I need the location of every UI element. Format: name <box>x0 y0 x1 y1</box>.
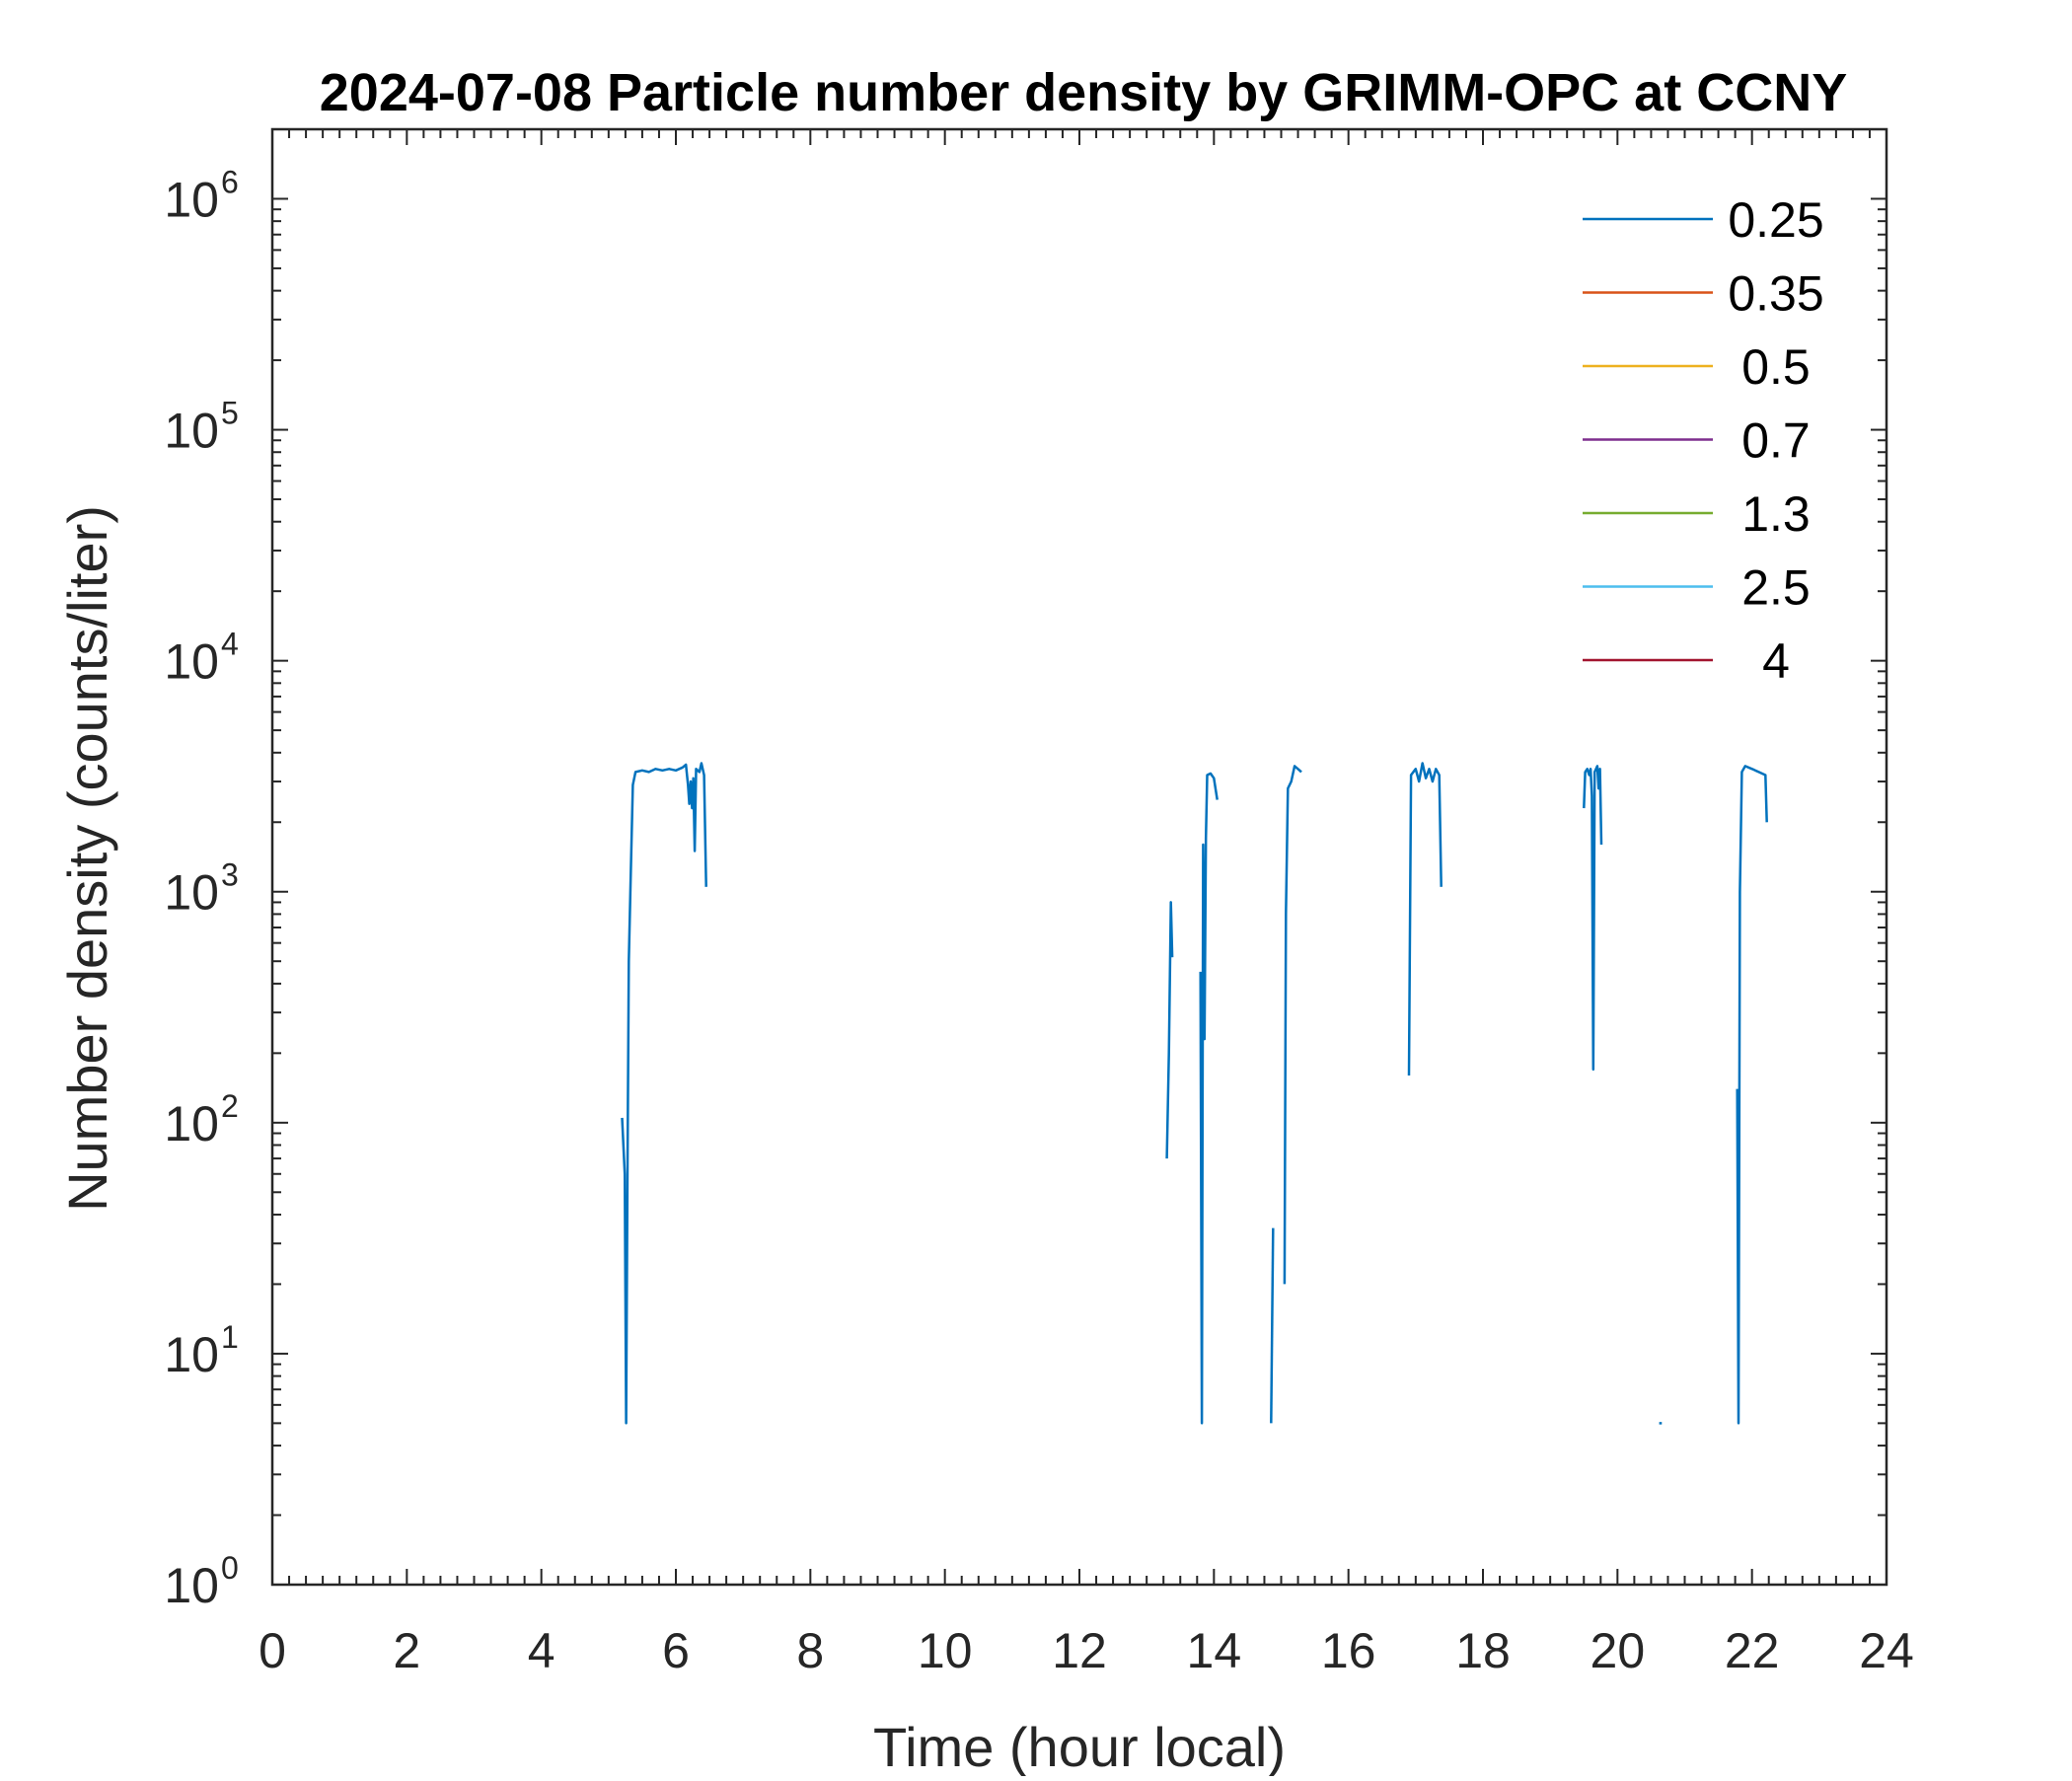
x-tick-label: 14 <box>1187 1623 1242 1678</box>
legend-label-4: 4 <box>1762 633 1790 689</box>
x-tick-label: 0 <box>259 1623 286 1678</box>
y-tick-label: 10 <box>164 1558 219 1613</box>
series-lines <box>621 762 1768 1425</box>
x-tick-label: 24 <box>1859 1623 1914 1678</box>
series-line-0.25 <box>1583 765 1603 1072</box>
legend-label-0.25: 0.25 <box>1728 192 1823 248</box>
x-tick-label: 22 <box>1725 1623 1780 1678</box>
y-tick-exponent: 2 <box>221 1088 239 1124</box>
legend-label-2.5: 2.5 <box>1741 560 1811 616</box>
x-tick-label: 10 <box>918 1623 973 1678</box>
y-tick-exponent: 5 <box>221 396 239 431</box>
x-axis-tick-labels: 0 2 4 6 8 10 12 14 16 18 20 22 24 <box>259 1623 1914 1678</box>
legend[interactable]: 0.25 0.35 0.5 0.7 1.3 2.5 4 <box>1583 192 1824 689</box>
x-tick-label: 2 <box>393 1623 420 1678</box>
y-tick-exponent: 3 <box>221 857 239 893</box>
x-tick-label: 12 <box>1052 1623 1107 1678</box>
y-tick-exponent: 1 <box>221 1319 239 1355</box>
y-tick-label: 10 <box>164 634 219 690</box>
y-tick-label: 10 <box>164 1327 219 1382</box>
y-tick-label: 10 <box>164 865 219 921</box>
x-tick-label: 16 <box>1321 1623 1376 1678</box>
series-line-0.25 <box>1165 901 1174 1159</box>
series-line-0.25 <box>1407 762 1443 1076</box>
y-tick-label: 10 <box>164 172 219 227</box>
y-axis-label: Number density (counts/liter) <box>56 505 118 1212</box>
x-tick-label: 4 <box>528 1623 555 1678</box>
y-tick-exponent: 4 <box>221 627 239 662</box>
legend-label-1.3: 1.3 <box>1741 486 1811 542</box>
legend-label-0.7: 0.7 <box>1741 413 1811 469</box>
y-tick-label: 10 <box>164 1096 219 1151</box>
series-line-0.25 <box>1270 1227 1275 1424</box>
chart-title: 2024-07-08 Particle number density by GR… <box>320 63 1847 122</box>
series-line-0.25 <box>621 762 707 1425</box>
x-tick-label: 6 <box>662 1623 690 1678</box>
axis-ticks <box>271 128 1887 1586</box>
series-line-0.25 <box>1283 765 1302 1285</box>
x-tick-label: 18 <box>1455 1623 1511 1678</box>
legend-label-0.5: 0.5 <box>1741 339 1811 395</box>
x-tick-label: 20 <box>1591 1623 1646 1678</box>
y-tick-exponent: 0 <box>221 1550 239 1586</box>
plot-area-frame <box>270 127 1888 1587</box>
y-tick-label: 10 <box>164 404 219 459</box>
series-line-0.25 <box>1736 765 1768 1425</box>
x-tick-label: 8 <box>796 1623 824 1678</box>
series-line-0.25 <box>1199 772 1219 1425</box>
x-axis-label: Time (hour local) <box>873 1716 1286 1776</box>
legend-label-0.35: 0.35 <box>1728 266 1823 322</box>
y-tick-exponent: 6 <box>221 164 239 199</box>
